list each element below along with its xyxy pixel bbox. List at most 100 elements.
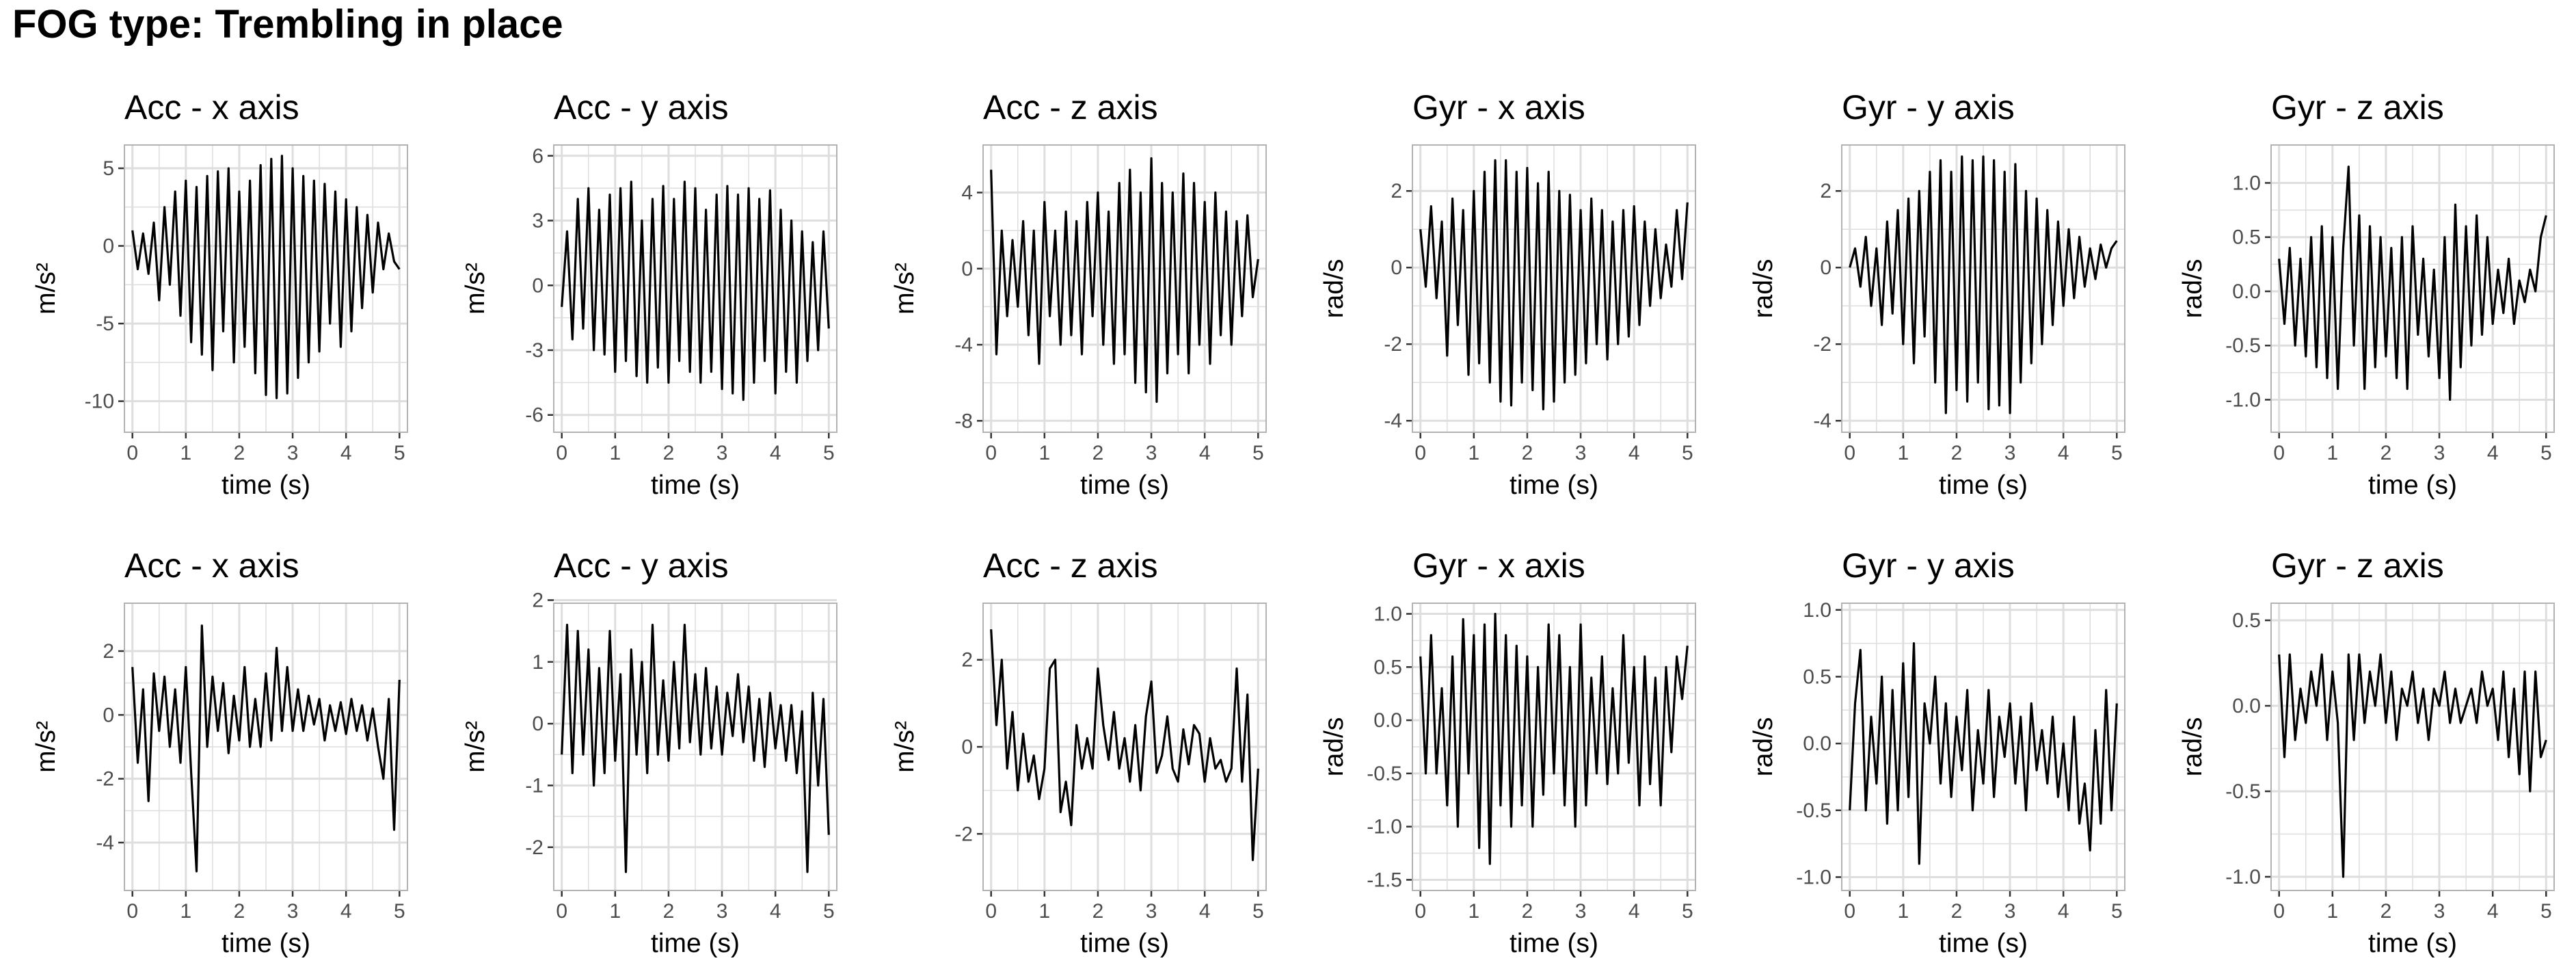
x-tick-label: 0	[126, 900, 138, 923]
panel-title: Gyr - z axis	[2271, 546, 2444, 585]
y-axis-title: m/s²	[31, 721, 61, 773]
x-tick-label: 3	[287, 900, 299, 923]
data-series-line	[2278, 166, 2547, 401]
y-tick-label: -0.5	[1367, 763, 1402, 785]
x-tick-label: 2	[234, 442, 245, 464]
panel-title: Gyr - y axis	[1842, 88, 2015, 127]
y-tick-label: -4	[1813, 410, 1832, 432]
y-tick-label: 0	[103, 704, 114, 726]
y-tick-label: -1.0	[2225, 866, 2261, 888]
panel-title: Acc - y axis	[554, 546, 729, 585]
x-tick-label: 4	[770, 442, 781, 464]
y-tick-label: 0.5	[1373, 656, 1402, 678]
y-tick-label: 0.5	[1803, 665, 1832, 688]
y-tick-label: 1.0	[2232, 172, 2261, 194]
x-tick-label: 4	[340, 900, 352, 923]
x-tick-label: 1	[1897, 442, 1909, 464]
panel-title: Gyr - x axis	[1412, 546, 1585, 585]
x-axis-title: time (s)	[1080, 471, 1169, 500]
x-tick-label: 2	[1092, 900, 1104, 923]
chart-panel-10: 0 1 2 3 4 5 -1.5 -1.0 -0.5 0.0 0.5 1.0 Gyr - x axis t…	[1319, 546, 1696, 958]
x-tick-label: 5	[1252, 900, 1264, 923]
panel-title: Acc - z axis	[983, 88, 1158, 127]
x-tick-label: 4	[1199, 442, 1211, 464]
y-tick-label: -1.0	[2225, 388, 2261, 411]
y-tick-label: 0	[532, 274, 544, 297]
y-tick-label: -4	[96, 832, 114, 854]
y-tick-label: -1.0	[1796, 866, 1832, 888]
x-tick-label: 1	[2326, 900, 2338, 923]
x-tick-label: 2	[1522, 900, 1533, 923]
y-tick-label: -2	[1384, 333, 1402, 356]
y-tick-label: 2	[103, 640, 114, 663]
x-tick-label: 2	[663, 900, 675, 923]
y-tick-label: -0.5	[2225, 780, 2261, 803]
y-tick-label: 3	[532, 210, 544, 233]
y-tick-label: 0.5	[2232, 609, 2261, 632]
y-tick-label: -4	[1384, 410, 1402, 432]
y-tick-label: 2	[1391, 180, 1402, 202]
y-tick-label: 0	[1820, 256, 1832, 279]
y-tick-label: -4	[954, 334, 973, 356]
panel-border	[1841, 144, 2125, 433]
panel-border	[982, 603, 1267, 891]
x-axis-title: time (s)	[651, 929, 740, 958]
y-axis-title: m/s²	[31, 263, 61, 315]
x-tick-label: 0	[1414, 442, 1426, 464]
y-axis-title: rad/s	[2178, 717, 2208, 777]
x-tick-label: 5	[394, 442, 405, 464]
x-tick-label: 0	[985, 900, 997, 923]
y-tick-label: -2	[1813, 333, 1832, 356]
x-tick-label: 2	[2380, 442, 2392, 464]
x-tick-label: 0	[126, 442, 138, 464]
x-axis-title: time (s)	[222, 471, 310, 500]
x-tick-label: 0	[556, 900, 567, 923]
chart-panel-4: 0 1 2 3 4 5 -4 -2 0 2 Gyr - x axis time (s) rad/s	[1319, 88, 1696, 500]
panel-title: Acc - x axis	[124, 546, 299, 585]
x-axis-title: time (s)	[1939, 929, 2028, 958]
panel-title: Gyr - x axis	[1412, 88, 1585, 127]
panel-title: Acc - y axis	[554, 88, 729, 127]
x-tick-label: 1	[609, 900, 621, 923]
x-tick-label: 4	[2487, 442, 2499, 464]
y-tick-label: -1	[525, 774, 544, 797]
x-axis-title: time (s)	[2368, 929, 2457, 958]
y-tick-label: -3	[525, 339, 544, 362]
y-tick-label: -0.5	[2225, 334, 2261, 357]
x-tick-label: 1	[1468, 900, 1479, 923]
data-series-line	[131, 155, 401, 399]
chart-panel-11: 0 1 2 3 4 5 -1.0 -0.5 0.0 0.5 1.0 Gyr - y axis time …	[1749, 546, 2125, 958]
x-axis-title: time (s)	[1510, 471, 1598, 500]
x-tick-label: 3	[287, 442, 299, 464]
x-axis-title: time (s)	[1080, 929, 1169, 958]
x-tick-label: 1	[2326, 442, 2338, 464]
data-series-line	[1419, 612, 1689, 865]
x-tick-label: 2	[234, 900, 245, 923]
y-tick-label: -2	[96, 768, 114, 791]
panel-border	[2270, 603, 2555, 891]
chart-panel-7: 0 1 2 3 4 5 -4 -2 0 2 Acc - x axis time (s) m/s²	[31, 546, 408, 958]
x-tick-label: 3	[2434, 442, 2445, 464]
x-tick-label: 5	[823, 900, 835, 923]
panel-title: Acc - z axis	[983, 546, 1158, 585]
y-tick-label: -2	[525, 836, 544, 859]
data-series-line	[1849, 642, 2118, 865]
data-series-line	[990, 629, 1259, 862]
y-tick-label: -6	[525, 404, 544, 427]
y-axis-title: m/s²	[890, 263, 920, 315]
chart-panel-8: 0 1 2 3 4 5 -2 -1 0 1 2 Acc - y axis time (s) m/s²	[461, 546, 837, 958]
x-tick-label: 3	[2434, 900, 2445, 923]
x-axis-title: time (s)	[222, 929, 310, 958]
panel-title: Acc - x axis	[124, 88, 299, 127]
x-axis-title: time (s)	[1939, 471, 2028, 500]
panel-border	[553, 603, 837, 891]
y-tick-label: 0.0	[1373, 709, 1402, 732]
x-tick-label: 3	[716, 442, 728, 464]
x-tick-label: 1	[180, 442, 191, 464]
y-axis-title: rad/s	[1749, 259, 1778, 319]
x-tick-label: 3	[1575, 442, 1587, 464]
y-tick-label: 0.5	[2232, 226, 2261, 249]
y-tick-label: 1.0	[1803, 599, 1832, 622]
x-tick-label: 0	[2273, 442, 2285, 464]
